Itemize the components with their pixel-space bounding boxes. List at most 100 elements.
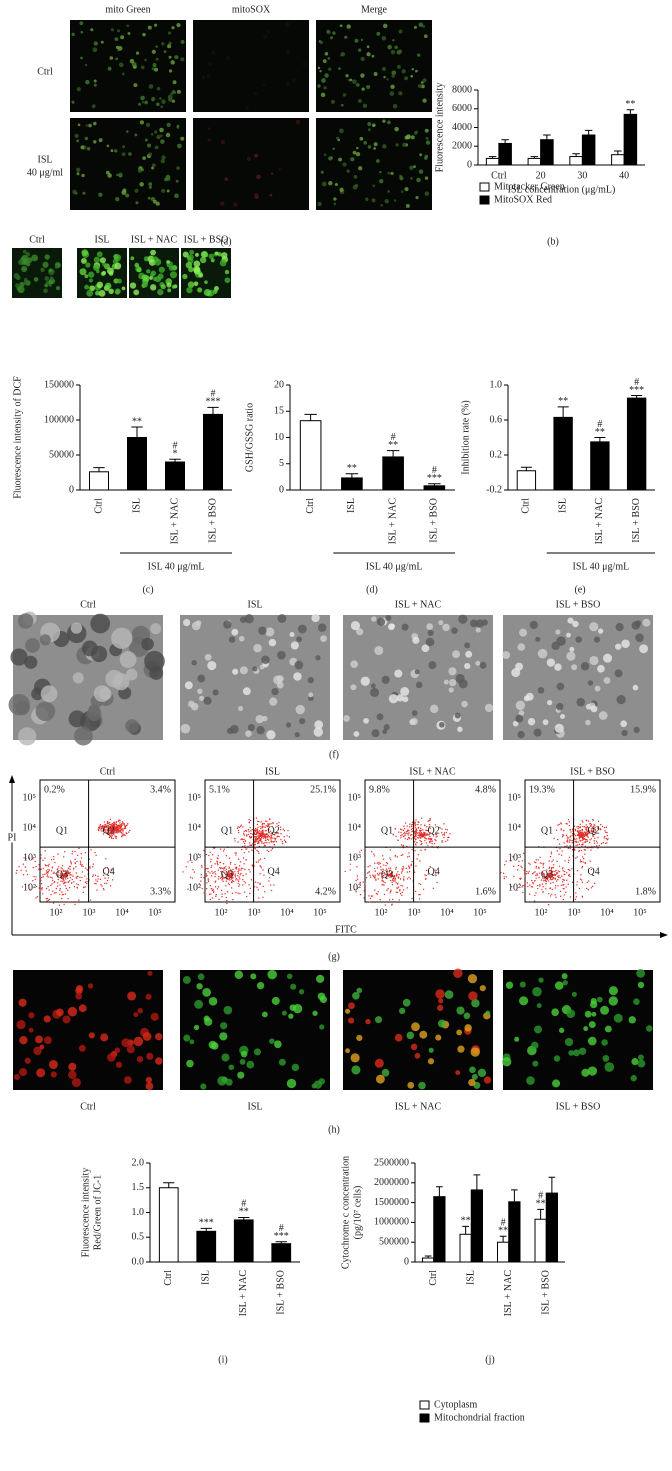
event-dot — [62, 869, 64, 872]
event-dot — [115, 821, 118, 823]
cell — [219, 1032, 228, 1041]
cell — [126, 130, 129, 133]
event-dot — [550, 851, 553, 853]
event-dot — [605, 831, 607, 834]
event-dot — [571, 849, 574, 851]
event-dot — [567, 861, 570, 864]
event-dot — [249, 871, 251, 873]
event-dot — [91, 875, 94, 878]
y-tick-label: 50000 — [49, 449, 74, 460]
event-dot — [105, 831, 107, 833]
cell — [324, 73, 329, 78]
cell — [131, 61, 137, 67]
cell — [171, 99, 175, 103]
event-dot — [248, 831, 250, 833]
cell — [234, 970, 244, 979]
event-dot — [104, 867, 107, 869]
event-dot — [592, 833, 595, 836]
event-dot — [107, 824, 109, 826]
event-dot — [535, 867, 537, 869]
event-dot — [589, 824, 592, 827]
event-dot — [385, 861, 388, 864]
cell — [24, 1057, 31, 1064]
bar — [527, 157, 542, 166]
cell — [566, 1009, 576, 1018]
event-dot — [446, 829, 448, 831]
event-dot — [108, 827, 110, 830]
event-dot — [391, 873, 393, 875]
group-label: ISL 40 μg/mL — [148, 561, 205, 572]
event-dot — [411, 824, 413, 826]
event-dot — [606, 834, 608, 837]
cell — [390, 49, 396, 55]
event-dot — [67, 867, 70, 870]
x-tick-label: ISL + BSO — [276, 1270, 287, 1315]
event-dot — [107, 877, 110, 879]
quadrant-label: Q1 — [541, 825, 553, 836]
cell — [475, 660, 481, 666]
cell — [155, 1057, 163, 1065]
cell — [208, 997, 218, 1006]
event-dot — [416, 832, 418, 835]
cell — [525, 692, 534, 701]
cell — [130, 256, 135, 261]
cell — [407, 1081, 415, 1089]
cell — [141, 637, 154, 651]
cell — [115, 45, 120, 50]
event-dot — [589, 831, 591, 834]
cell — [221, 1053, 230, 1062]
x-tick-label: ISL + BSO — [429, 498, 440, 543]
event-dot — [109, 832, 111, 834]
event-dot — [518, 860, 520, 863]
event-dot — [53, 892, 56, 894]
cell — [587, 680, 594, 686]
event-dot — [603, 837, 605, 839]
event-dot — [382, 881, 385, 883]
cell — [409, 165, 414, 171]
event-dot — [542, 886, 544, 888]
event-dot — [391, 904, 393, 906]
quadrant-label: Q3 — [56, 869, 68, 880]
event-dot — [403, 825, 405, 828]
event-dot — [68, 886, 71, 889]
event-dot — [561, 881, 564, 883]
cell — [148, 259, 156, 266]
event-dot — [79, 879, 82, 882]
event-dot — [205, 867, 207, 870]
cell — [385, 614, 392, 622]
cell — [359, 136, 364, 141]
cell — [142, 32, 146, 37]
event-dot — [197, 853, 200, 855]
event-dot — [55, 887, 58, 890]
cell — [519, 981, 526, 988]
cell — [333, 197, 337, 201]
cell — [374, 1058, 384, 1068]
event-dot — [571, 835, 573, 837]
cell — [470, 1047, 480, 1057]
cell — [161, 155, 166, 160]
event-dot — [520, 877, 522, 879]
event-dot — [415, 832, 417, 834]
event-dot — [67, 877, 69, 880]
event-dot — [234, 852, 236, 854]
event-dot — [259, 837, 261, 840]
event-dot — [256, 849, 258, 852]
cell — [635, 633, 644, 642]
axis-tick-label: 10² — [188, 882, 201, 893]
row-label: Ctrl — [37, 66, 53, 77]
event-dot — [256, 830, 259, 832]
bar — [382, 456, 404, 491]
event-dot — [553, 837, 555, 840]
event-dot — [581, 830, 584, 832]
event-dot — [415, 865, 417, 867]
cell — [93, 83, 97, 87]
cell — [255, 714, 264, 724]
event-dot — [359, 893, 362, 896]
event-dot — [212, 897, 214, 899]
event-dot — [400, 844, 403, 846]
event-dot — [535, 861, 537, 864]
event-dot — [57, 853, 59, 855]
event-dot — [550, 882, 552, 884]
event-dot — [225, 876, 228, 879]
cell — [469, 619, 478, 628]
